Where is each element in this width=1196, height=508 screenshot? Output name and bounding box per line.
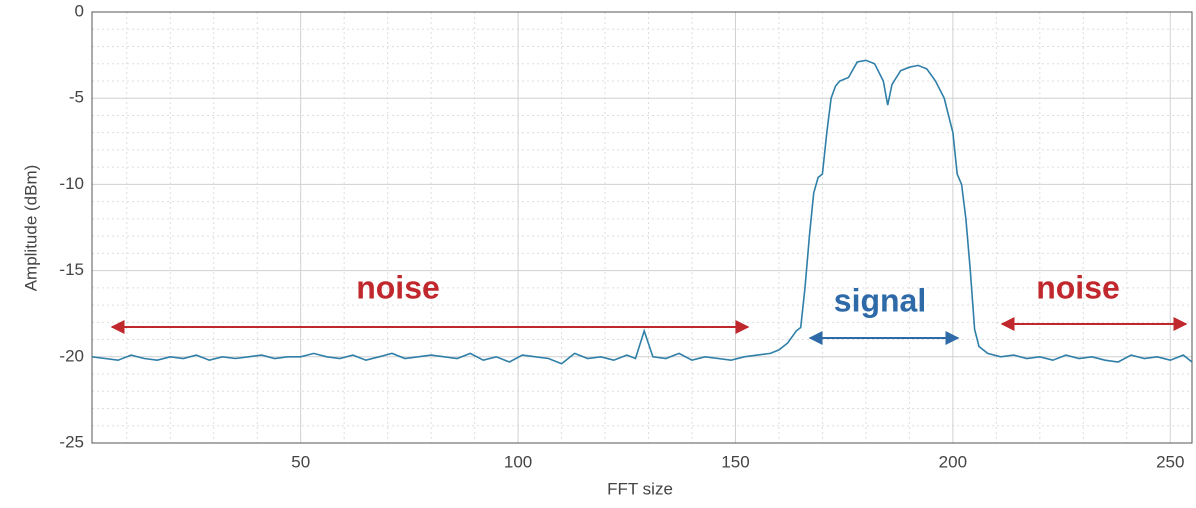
x-tick-label: 150: [721, 452, 749, 471]
x-tick-label: 100: [504, 452, 532, 471]
data-line: [91, 59, 1193, 365]
x-tick-label: 200: [939, 452, 967, 471]
x-tick-label: 50: [291, 452, 310, 471]
x-tick-label: 250: [1156, 452, 1184, 471]
annotation: noise: [356, 269, 440, 305]
y-tick-label: -20: [59, 346, 84, 365]
y-tick-label: 0: [75, 1, 84, 20]
x-axis-label: FFT size: [607, 479, 673, 498]
annotation: noise: [1036, 269, 1120, 305]
plot-frame: [91, 11, 1193, 444]
y-tick-label: -15: [59, 260, 84, 279]
y-tick-label: -10: [59, 174, 84, 193]
y-axis-label: Amplitude (dBm): [21, 165, 40, 292]
y-tick-label: -5: [69, 88, 84, 107]
y-tick-label: -25: [59, 432, 84, 451]
annotation: signal: [834, 282, 926, 318]
